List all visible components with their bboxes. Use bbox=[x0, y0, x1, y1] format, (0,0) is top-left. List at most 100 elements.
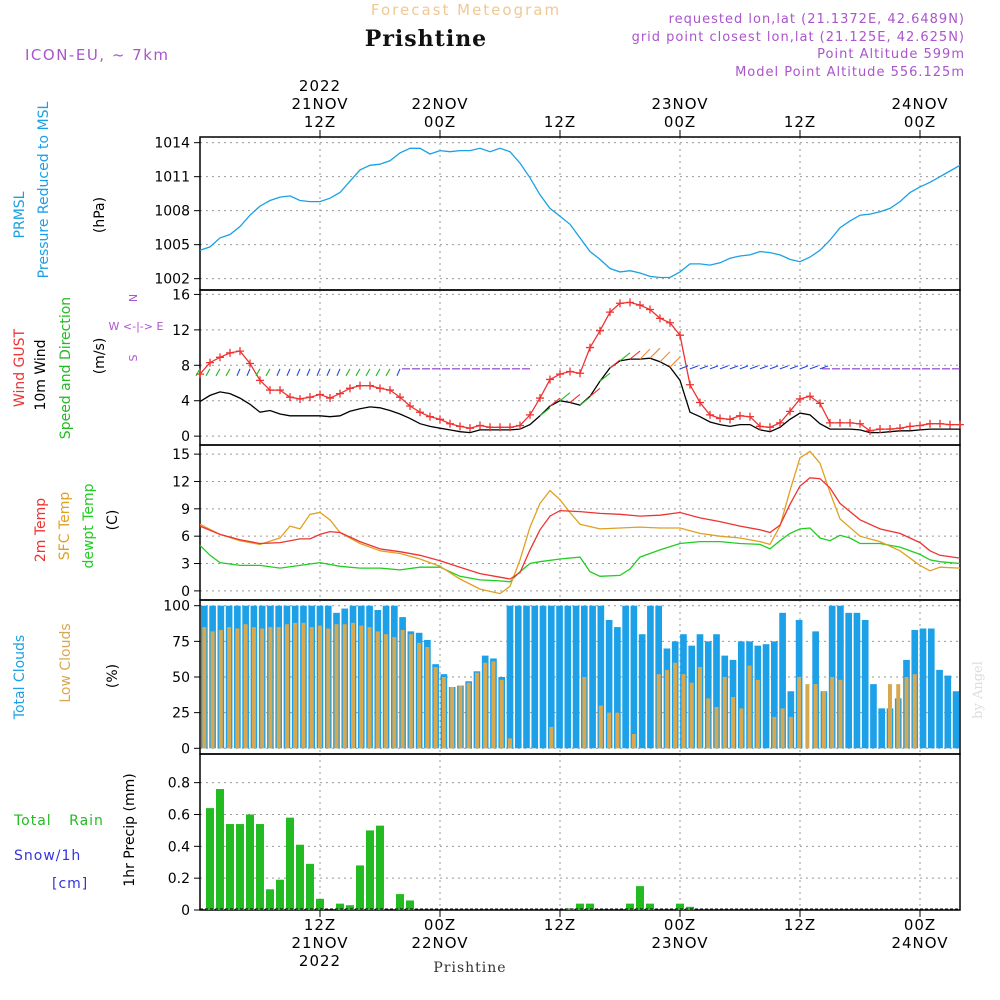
time-label-bottom: 22NOV bbox=[411, 934, 468, 952]
low-cloud-bar bbox=[491, 661, 496, 749]
precip-unit-label: 1hr Precip (mm) bbox=[122, 773, 138, 886]
low-cloud-bar bbox=[392, 637, 397, 749]
wind-direction-arrow bbox=[246, 368, 251, 377]
gust-marker bbox=[916, 421, 924, 430]
gust-marker bbox=[586, 343, 594, 352]
wind-direction-arrow bbox=[749, 365, 759, 370]
gust-marker bbox=[566, 367, 574, 376]
low-cloud-bar bbox=[235, 628, 240, 749]
wind-direction-arrow bbox=[255, 368, 261, 377]
total-cloud-bar bbox=[622, 605, 629, 749]
gust-marker bbox=[606, 308, 614, 317]
gust-marker bbox=[676, 331, 684, 340]
rain-bar bbox=[286, 817, 294, 910]
total-cloud-bar bbox=[927, 628, 935, 749]
low-cloud-bar bbox=[268, 627, 273, 749]
gust-marker bbox=[486, 423, 494, 432]
low-cloud-bar bbox=[474, 672, 479, 749]
wind-direction-arrow bbox=[375, 368, 381, 377]
pressure-line bbox=[199, 147, 961, 279]
low-cloud-bar bbox=[830, 677, 835, 749]
wind-direction-arrow bbox=[709, 365, 719, 370]
low-cloud-bar bbox=[788, 716, 793, 749]
wind-direction-arrow bbox=[306, 368, 311, 377]
total-cloud-bar bbox=[605, 619, 613, 749]
low-cloud-bar bbox=[417, 642, 422, 749]
total-cloud-bar bbox=[919, 628, 927, 749]
wind-direction-arrow bbox=[599, 372, 611, 382]
low-cloud-bar bbox=[673, 662, 678, 749]
gust-marker bbox=[256, 376, 264, 385]
y-tick-label: 1002 bbox=[154, 272, 190, 288]
total-cloud-bar bbox=[853, 612, 861, 749]
rain-bar bbox=[676, 903, 684, 910]
time-label-bottom: 00Z bbox=[424, 916, 456, 934]
gust-marker bbox=[726, 415, 734, 424]
low-cloud-bar bbox=[887, 684, 892, 749]
rain-bar bbox=[646, 903, 654, 910]
low-cloud-bar bbox=[689, 682, 694, 749]
time-label-top: 12Z bbox=[784, 113, 816, 131]
wind-direction-arrow bbox=[639, 348, 651, 360]
low-cloud-bar bbox=[375, 631, 380, 749]
gust-marker bbox=[306, 393, 314, 402]
time-label-top: 00Z bbox=[904, 113, 936, 131]
y-tick-label: 0.2 bbox=[168, 871, 190, 887]
low-cloud-bar bbox=[301, 622, 306, 749]
wind-direction-arrow bbox=[789, 365, 799, 370]
low-cloud-bar bbox=[284, 624, 289, 749]
low-cloud-bar bbox=[408, 634, 413, 749]
gust-marker bbox=[246, 359, 254, 368]
wind-direction-arrow bbox=[579, 396, 591, 406]
low-cloud-bar bbox=[450, 686, 455, 749]
rain-bar bbox=[636, 886, 644, 910]
y-tick-label: 0 bbox=[181, 584, 190, 600]
wind-speed-dir-label: Speed and Direction bbox=[58, 297, 74, 439]
low-clouds-label: Low Clouds bbox=[58, 623, 74, 702]
low-cloud-bar bbox=[342, 624, 347, 749]
low-cloud-bar bbox=[309, 627, 314, 749]
gust-marker bbox=[766, 423, 774, 432]
dewpt-label: dewpt Temp bbox=[81, 483, 97, 568]
total-cloud-bar bbox=[845, 612, 853, 749]
low-cloud-bar bbox=[433, 667, 438, 749]
temp-unit-label: (C) bbox=[105, 510, 121, 531]
dewpt-line bbox=[199, 527, 961, 583]
total-cloud-bar bbox=[944, 675, 952, 749]
time-label-top: 00Z bbox=[664, 113, 696, 131]
low-cloud-bar bbox=[797, 677, 802, 749]
low-cloud-bar bbox=[458, 685, 463, 749]
total-cloud-bar bbox=[638, 634, 646, 749]
wind-direction-arrow bbox=[215, 368, 221, 377]
rain-bar bbox=[376, 825, 384, 910]
wind-direction-arrow bbox=[589, 387, 601, 397]
y-tick-label: 100 bbox=[163, 599, 190, 615]
wind-unit-label: (m/s) bbox=[92, 338, 108, 375]
gust-marker bbox=[396, 393, 404, 402]
y-tick-label: 0.8 bbox=[168, 776, 190, 792]
gust-marker bbox=[366, 381, 374, 390]
gust-marker bbox=[546, 375, 554, 384]
y-tick-label: 4 bbox=[181, 394, 190, 410]
low-cloud-bar bbox=[631, 734, 636, 749]
gust-marker bbox=[226, 348, 234, 357]
low-cloud-bar bbox=[425, 647, 430, 749]
low-cloud-bar bbox=[615, 712, 620, 749]
gust-marker bbox=[526, 410, 534, 419]
wind-direction-arrow bbox=[236, 368, 241, 377]
gust-marker bbox=[596, 326, 604, 335]
y-tick-label: 9 bbox=[181, 502, 190, 518]
low-cloud-bar bbox=[441, 677, 446, 749]
gust-marker bbox=[646, 305, 654, 314]
wind-direction-arrow bbox=[669, 356, 681, 368]
y-tick-label: 8 bbox=[181, 358, 190, 374]
precip-labels: Total Rain Snow/1h [cm] 1hr Precip (mm) bbox=[13, 773, 138, 892]
y-tick-label: 12 bbox=[172, 323, 190, 339]
gust-marker bbox=[436, 415, 444, 424]
rain-bar bbox=[276, 879, 284, 910]
gust-marker bbox=[956, 420, 964, 429]
gust-marker bbox=[686, 380, 694, 389]
total-cloud-bar bbox=[870, 684, 877, 749]
low-cloud-bar bbox=[243, 624, 248, 749]
gust-marker bbox=[636, 301, 644, 310]
